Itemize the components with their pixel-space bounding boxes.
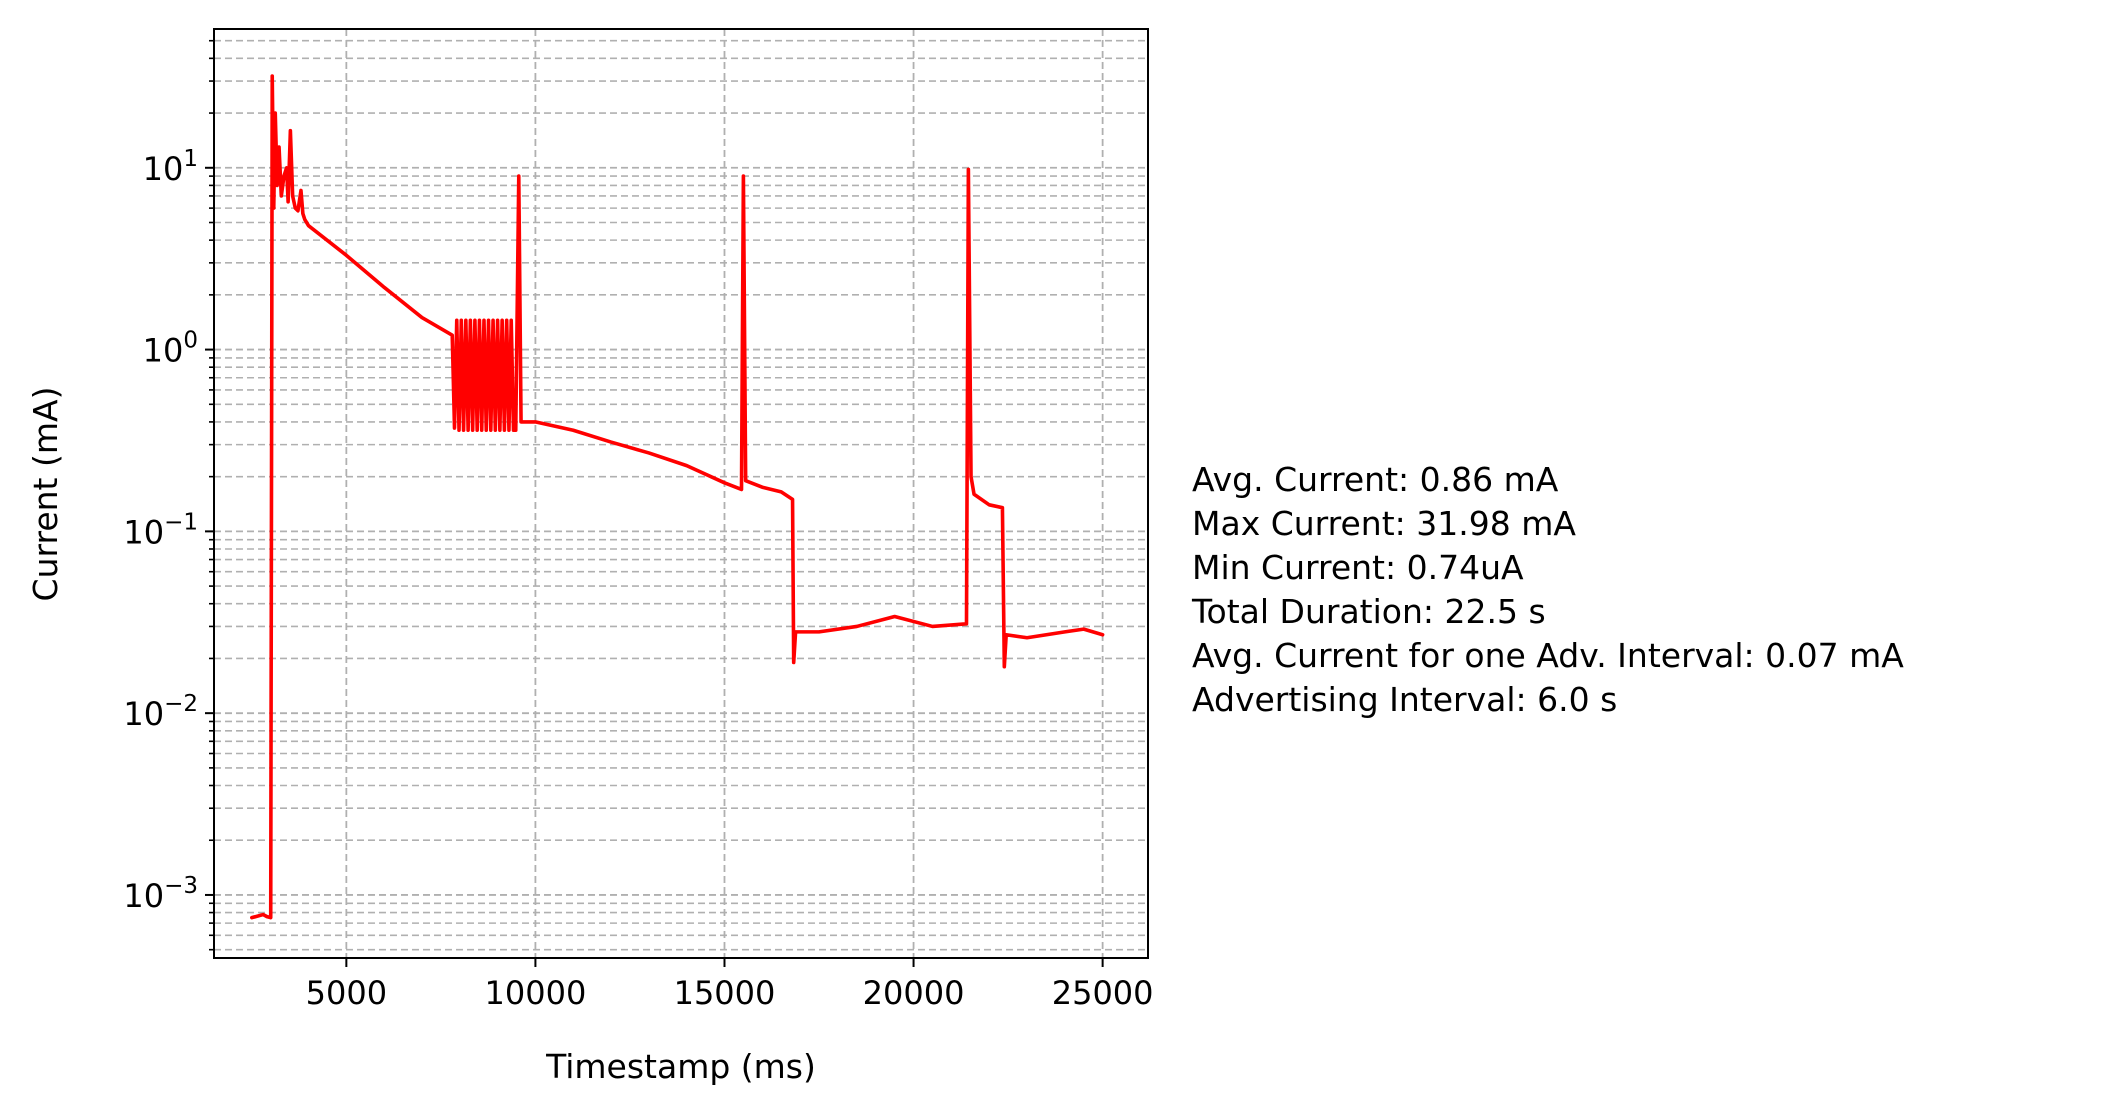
avg-current-adv-interval-text: Avg. Current for one Adv. Interval: 0.07… — [1192, 636, 1904, 675]
plot-frame — [213, 28, 1149, 959]
x-tick-label: 20000 — [863, 974, 965, 1012]
y-axis-label: Current (mA) — [26, 387, 65, 602]
x-axis-label: Timestamp (ms) — [545, 1047, 816, 1086]
avg-current-text: Avg. Current: 0.86 mA — [1192, 460, 1559, 499]
y-tick-label: 101 — [143, 146, 198, 188]
x-axis: 5000 10000 15000 20000 25000 — [306, 958, 1154, 1012]
y-tick-label: 100 — [143, 328, 198, 370]
x-tick-label: 5000 — [306, 974, 387, 1012]
y-tick-label: 10−3 — [123, 873, 198, 915]
y-tick-label: 10−2 — [123, 691, 198, 733]
y-tick-label: 10−1 — [123, 509, 198, 551]
series-line — [250, 74, 1105, 920]
advertising-interval-text: Advertising Interval: 6.0 s — [1192, 680, 1618, 719]
max-current-text: Max Current: 31.98 mA — [1192, 504, 1576, 543]
x-tick-label: 25000 — [1052, 974, 1154, 1012]
x-tick-label: 10000 — [485, 974, 587, 1012]
total-duration-text: Total Duration: 22.5 s — [1192, 592, 1546, 631]
y-axis: 10−3 10−2 10−1 100 101 — [123, 39, 214, 951]
stats-annotation: Avg. Current: 0.86 mA Max Current: 31.98… — [1192, 458, 1904, 722]
series-layer — [250, 74, 1105, 920]
minor-gridlines — [214, 39, 1148, 951]
major-gridlines — [214, 29, 1148, 958]
min-current-text: Min Current: 0.74uA — [1192, 548, 1524, 587]
x-tick-label: 15000 — [674, 974, 776, 1012]
